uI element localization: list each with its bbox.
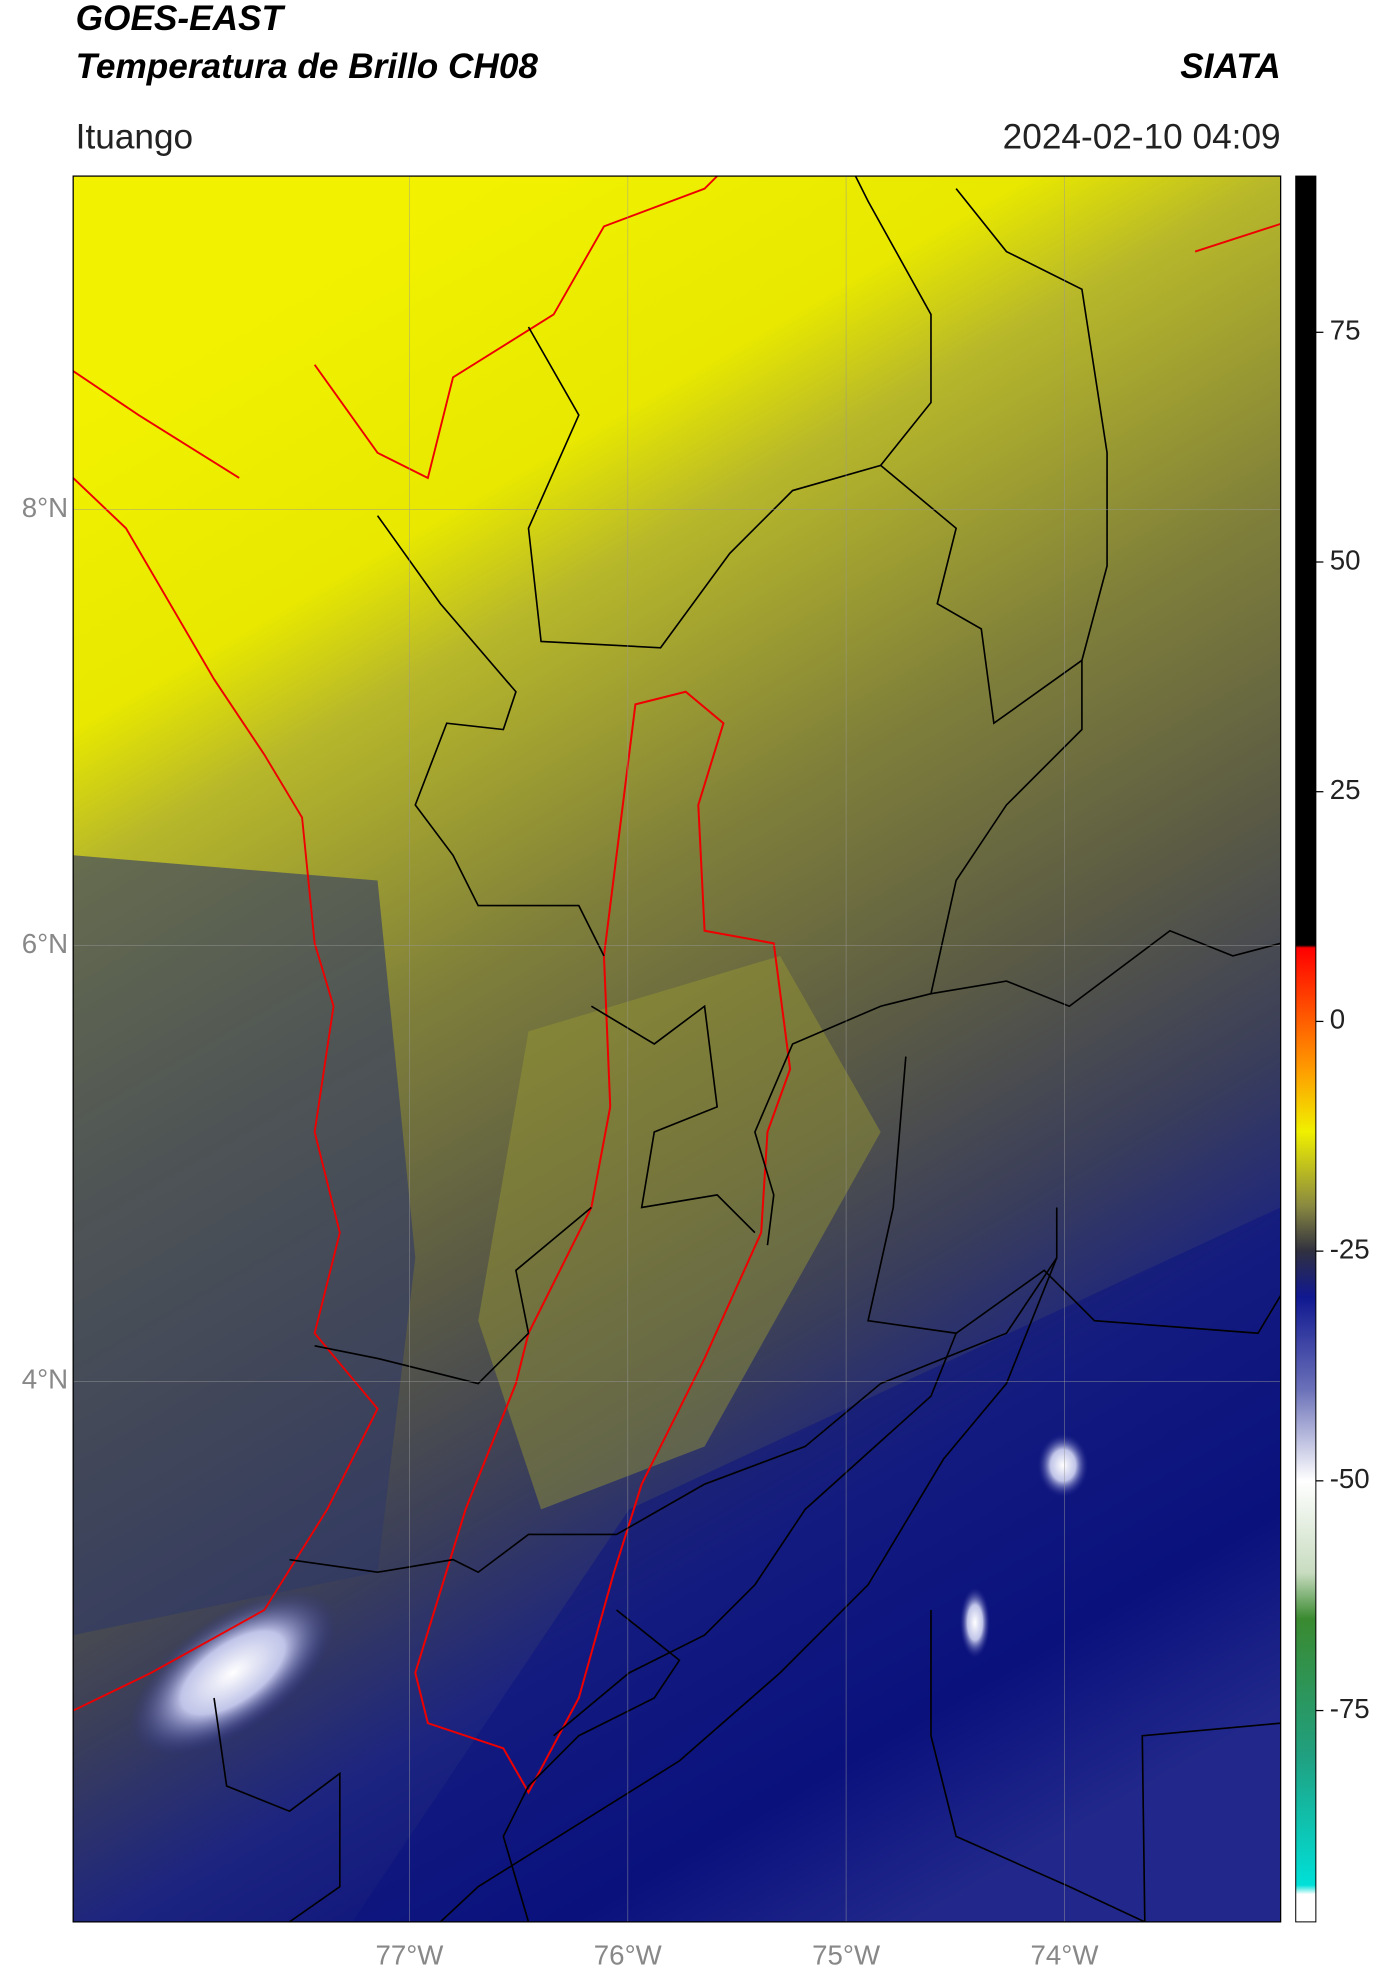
organization: SIATA (1180, 47, 1280, 86)
coastline (73, 176, 1281, 1712)
map-field (73, 176, 1281, 1922)
cloud-top (129, 1590, 337, 1756)
y-tick-label: 4°N (22, 1364, 68, 1395)
y-tick-label: 6°N (22, 928, 68, 959)
colorbar (1295, 175, 1317, 1923)
map-frame (72, 175, 1282, 1923)
colorbar-tick-label: -75 (1330, 1693, 1370, 1724)
y-tick-label: 8°N (22, 492, 68, 523)
location: Ituango (76, 117, 193, 156)
cloud-top (1037, 1433, 1089, 1497)
colorbar-tick-label: 0 (1330, 1004, 1345, 1035)
colorbar-tick-label: 25 (1330, 774, 1361, 805)
x-tick-label: 74°W (1031, 1939, 1100, 1970)
colorbar-tick-label: 75 (1330, 315, 1361, 346)
axis-layer: 77°W 76°W 75°W 74°W 4°N 6°N 8°N (22, 176, 1281, 1970)
colorbar-tick-label: -25 (1330, 1233, 1370, 1264)
colorbar-tick-label: 50 (1330, 544, 1361, 575)
timestamp: 2024-02-10 04:09 (1003, 117, 1281, 156)
cloud-top (959, 1587, 991, 1658)
colorbar-tick-label: -50 (1330, 1463, 1370, 1494)
cold-region (73, 855, 416, 1636)
subtitle: Temperatura de Brillo CH08 (76, 47, 539, 86)
x-tick-label: 77°W (375, 1939, 444, 1970)
x-tick-label: 76°W (594, 1939, 663, 1970)
basin-outline (414, 690, 792, 1795)
cold-region (352, 1207, 1281, 1922)
title: GOES-EAST (76, 0, 286, 38)
x-tick-label: 75°W (812, 1939, 881, 1970)
